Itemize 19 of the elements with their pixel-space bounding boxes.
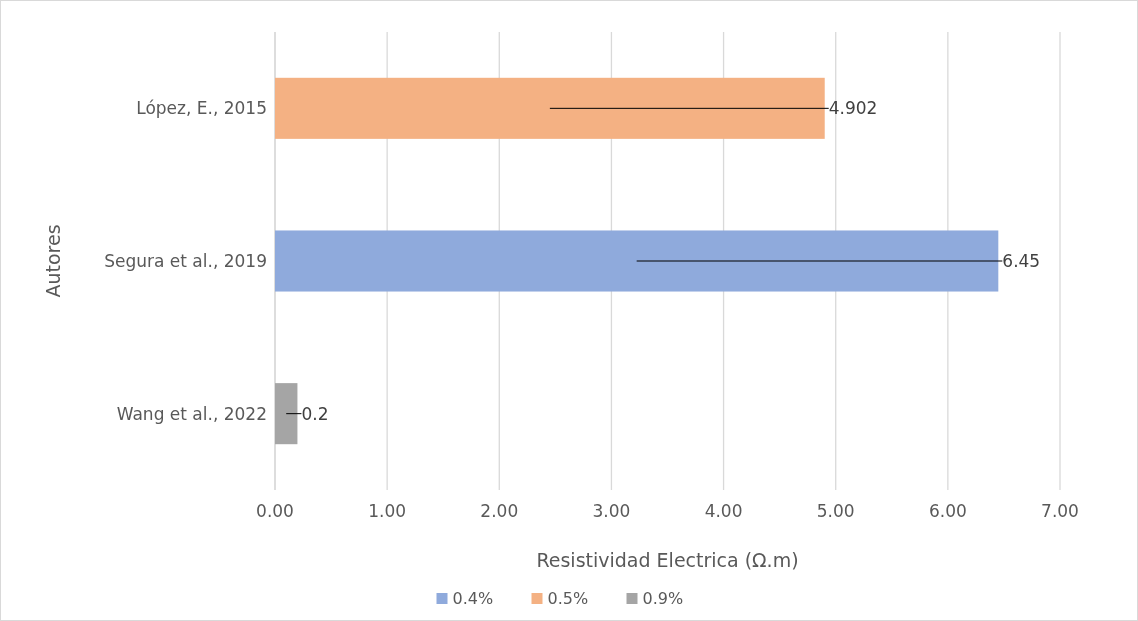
legend-label: 0.5% bbox=[547, 589, 589, 608]
x-axis-title: Resistividad Electrica (Ω.m) bbox=[536, 549, 799, 571]
x-tick-label: 0.00 bbox=[256, 501, 294, 521]
data-label: 4.902 bbox=[828, 98, 878, 119]
x-tick-label: 1.00 bbox=[368, 501, 407, 521]
x-tick-label: 3.00 bbox=[592, 501, 631, 521]
x-tick-label: 2.00 bbox=[480, 501, 519, 521]
x-tick-label: 6.00 bbox=[928, 501, 967, 521]
data-label: 0.2 bbox=[301, 403, 329, 424]
y-tick-label: López, E., 2015 bbox=[136, 98, 267, 119]
x-tick-label: 7.00 bbox=[1041, 501, 1079, 521]
legend-label: 0.4% bbox=[452, 589, 494, 608]
y-tick-label: Segura et al., 2019 bbox=[104, 251, 267, 271]
y-tick-label: Wang et al., 2022 bbox=[116, 403, 267, 424]
legend-label: 0.9% bbox=[642, 589, 684, 608]
x-tick-label: 4.00 bbox=[704, 501, 743, 521]
y-axis-title: Autores bbox=[42, 224, 64, 298]
data-label: 6.45 bbox=[1002, 251, 1041, 271]
x-tick-label: 5.00 bbox=[816, 501, 855, 521]
